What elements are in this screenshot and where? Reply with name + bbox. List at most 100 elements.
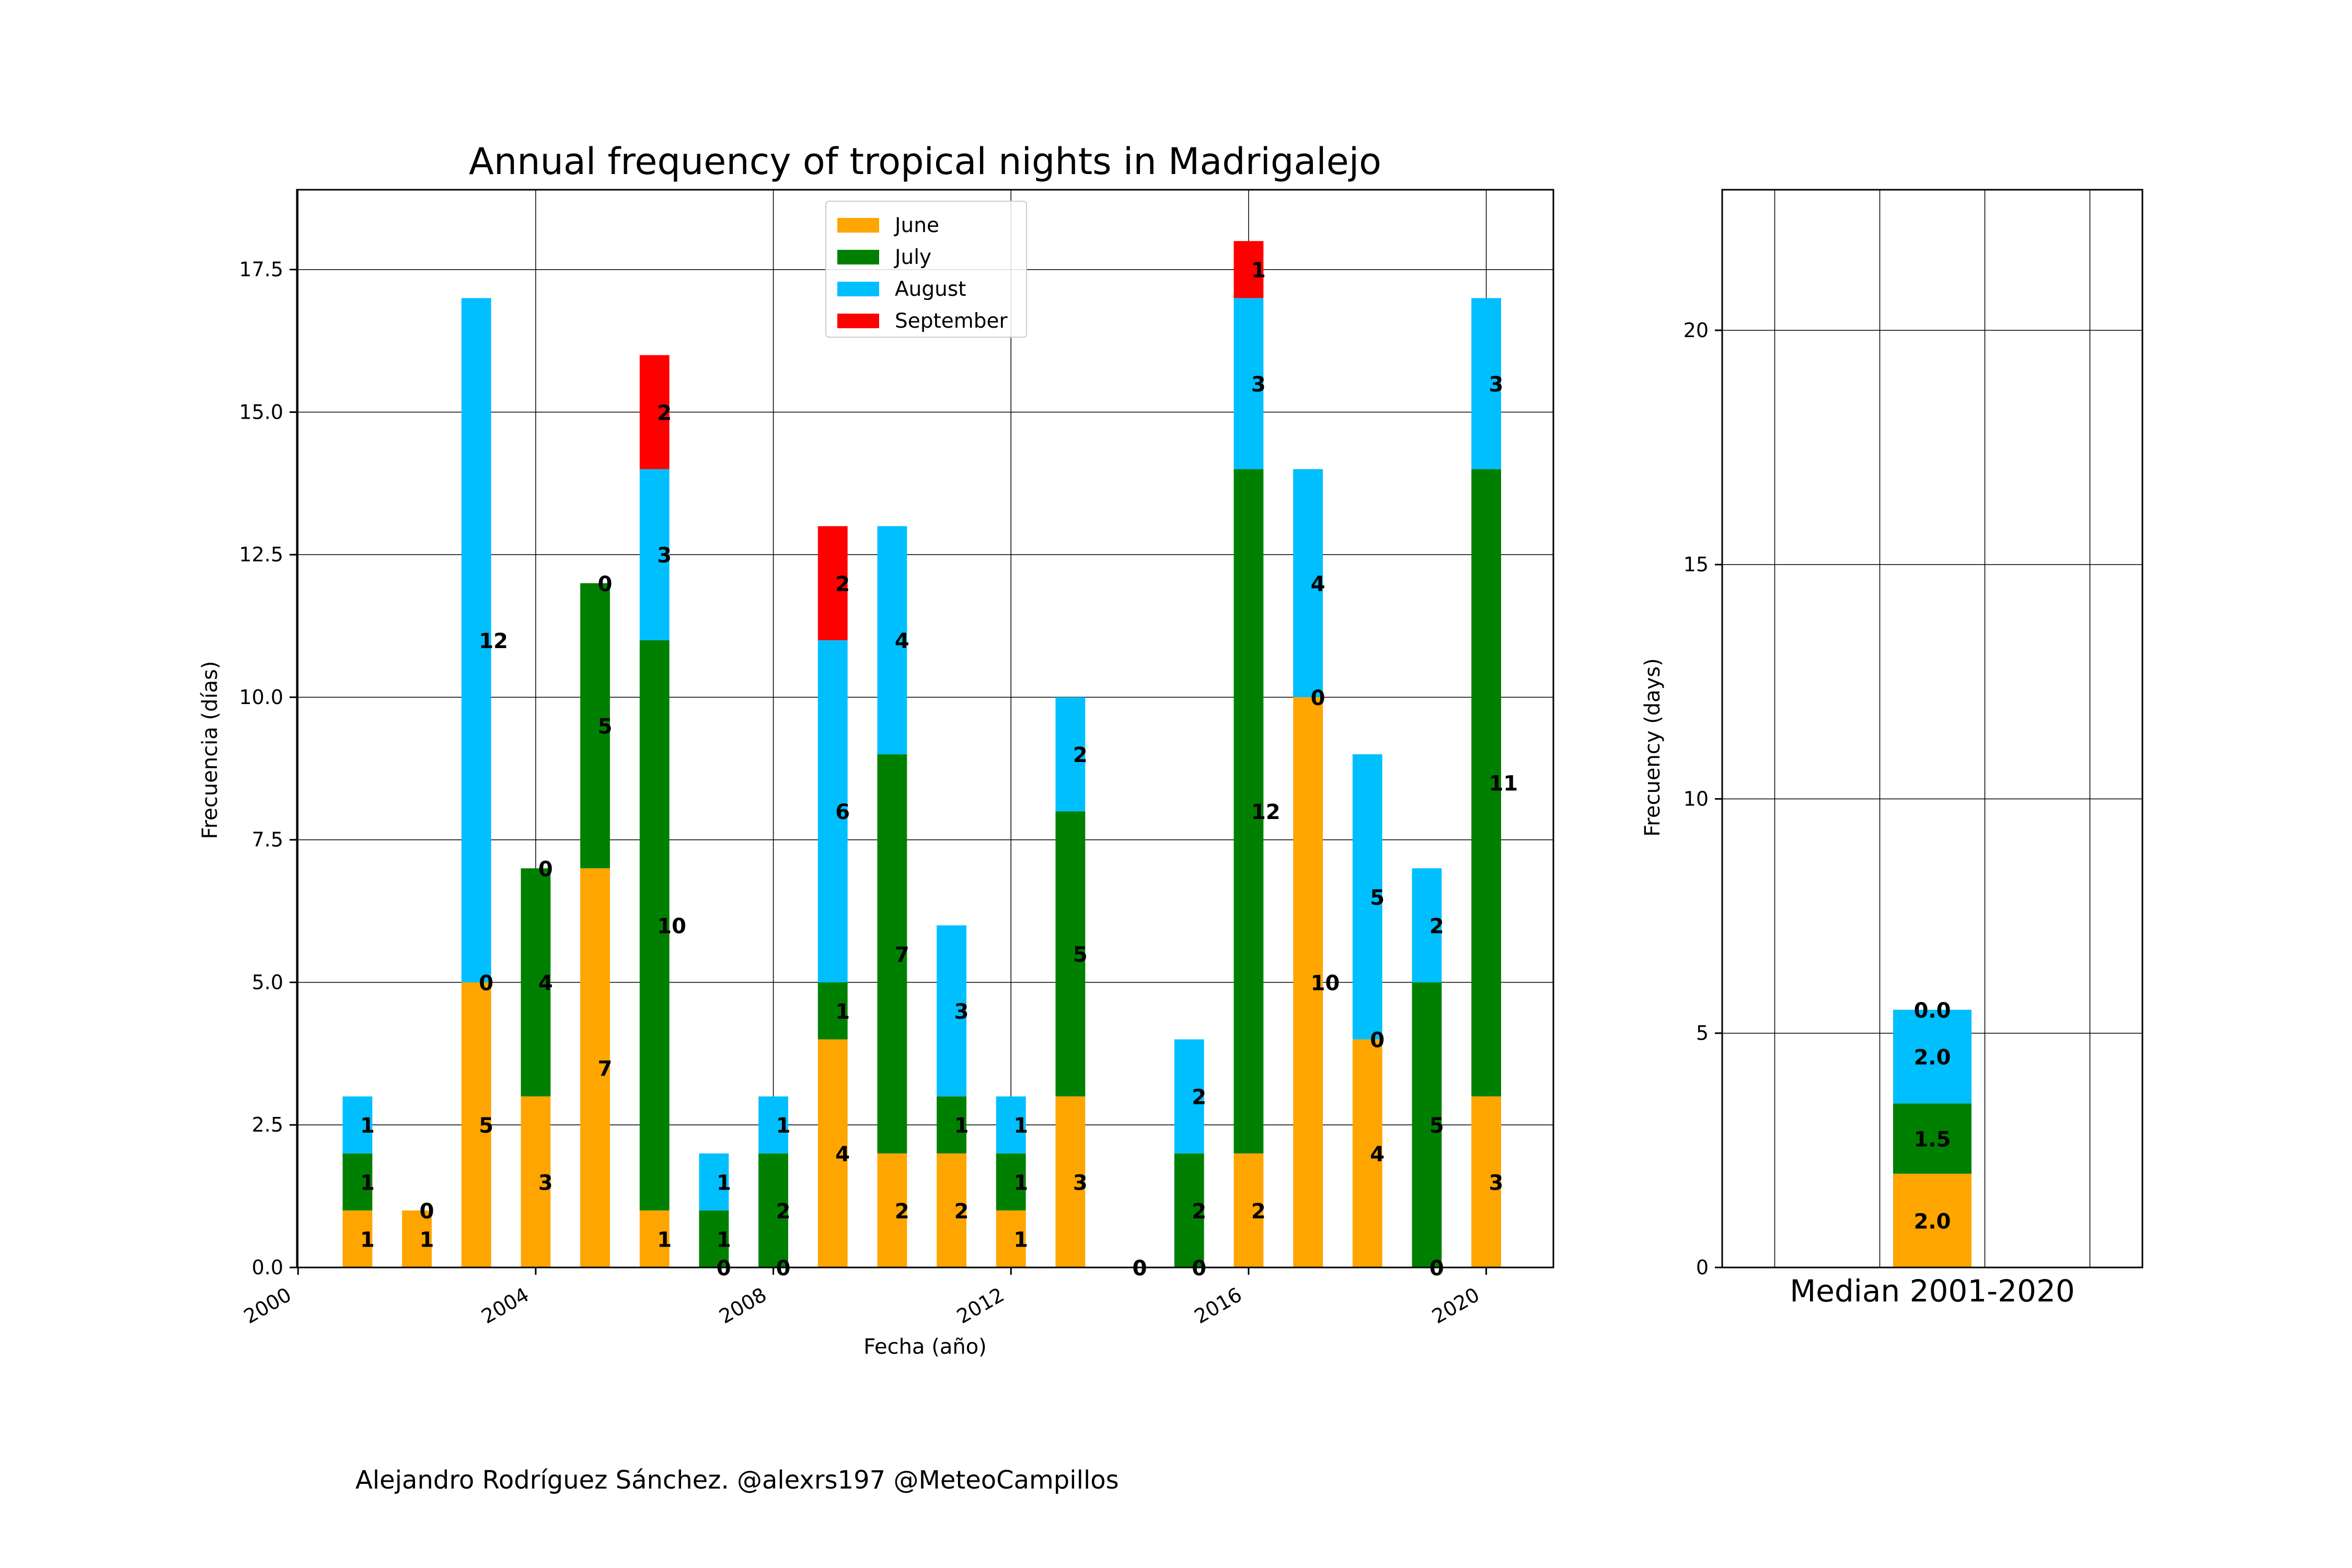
bar-segment xyxy=(877,526,907,755)
bar-segment xyxy=(639,469,670,640)
bar-value-label: 3 xyxy=(954,1000,969,1024)
bar-value-label: 3 xyxy=(1073,1171,1088,1195)
bar-segment xyxy=(996,1096,1026,1154)
median-value-label: 0.0 xyxy=(1914,999,1951,1023)
x-tick-label: 2004 xyxy=(478,1283,533,1328)
bar-value-label: 10 xyxy=(657,914,686,938)
main-plot-frame xyxy=(296,189,1554,1269)
bar-value-label: 3 xyxy=(657,544,672,568)
bar-value-label: 0 xyxy=(1429,1256,1444,1281)
bar-value-label: 4 xyxy=(835,1143,850,1167)
median-y-tick-label: 10 xyxy=(1684,787,1709,810)
median-bar-segment xyxy=(1893,1103,1971,1174)
bar-value-label: 3 xyxy=(1251,373,1266,397)
bar-value-label: 5 xyxy=(1370,886,1385,910)
bar-value-label: 11 xyxy=(1489,772,1518,796)
bar-segment xyxy=(1055,1096,1086,1267)
y-tick-label: 0.0 xyxy=(252,1256,283,1279)
bar-value-label: 3 xyxy=(1489,373,1504,397)
bar-segment xyxy=(342,1210,373,1267)
bar-segment xyxy=(1233,241,1264,298)
bar-segment xyxy=(1174,1153,1204,1267)
bar-value-label: 1 xyxy=(360,1114,375,1138)
bar-segment xyxy=(877,754,907,1154)
bar-value-label: 2 xyxy=(1251,1200,1266,1224)
bar-segment xyxy=(937,925,966,1097)
bar-value-label: 12 xyxy=(479,629,508,653)
bar-value-label: 7 xyxy=(895,943,909,967)
bar-value-label: 5 xyxy=(1073,943,1088,967)
bar-value-label: 2 xyxy=(1192,1200,1206,1224)
bar-segment xyxy=(996,1153,1026,1210)
x-tick-label: 2020 xyxy=(1428,1283,1483,1328)
bar-value-label: 2 xyxy=(1429,914,1444,938)
main-bars xyxy=(342,241,1501,1267)
bar-segment xyxy=(580,583,610,869)
bar-segment xyxy=(937,1153,966,1267)
bar-value-label: 10 xyxy=(1311,971,1340,995)
bar-value-label: 0 xyxy=(1133,1256,1147,1281)
bar-value-label: 0 xyxy=(420,1200,434,1224)
bar-value-label: 2 xyxy=(657,401,672,425)
bar-value-label: 0 xyxy=(1311,686,1325,710)
main-segment-labels: 1111005012340750110320110214162274213111… xyxy=(360,259,1518,1281)
bar-value-label: 0 xyxy=(776,1256,791,1281)
bar-value-label: 0 xyxy=(598,572,613,596)
median-segment-labels: 2.0 1.5 2.0 0.0 xyxy=(1914,999,1951,1233)
y-tick-label: 7.5 xyxy=(252,828,283,851)
legend-label: June xyxy=(893,214,939,237)
bar-value-label: 5 xyxy=(1429,1114,1444,1138)
legend-label: August xyxy=(895,278,966,301)
bar-value-label: 1 xyxy=(954,1114,969,1138)
median-gridlines xyxy=(1722,190,2142,1268)
y-tick-label: 5.0 xyxy=(252,971,283,994)
bar-value-label: 0 xyxy=(717,1256,731,1281)
bar-segment xyxy=(639,1210,670,1267)
median-value-label: 1.5 xyxy=(1914,1127,1951,1151)
bar-segment xyxy=(1233,298,1264,469)
bar-value-label: 4 xyxy=(1370,1143,1385,1167)
bar-value-label: 2 xyxy=(776,1200,791,1224)
legend-label: July xyxy=(893,246,931,269)
legend-box xyxy=(825,201,1027,338)
bar-value-label: 1 xyxy=(776,1114,791,1138)
bar-value-label: 4 xyxy=(1311,572,1325,596)
bar-value-label: 12 xyxy=(1251,800,1281,824)
bar-value-label: 0 xyxy=(479,971,493,995)
median-value-label: 2.0 xyxy=(1914,1046,1951,1070)
median-value-label: 2.0 xyxy=(1914,1209,1951,1233)
bar-value-label: 2 xyxy=(895,1200,909,1224)
bar-value-label: 2 xyxy=(1192,1086,1206,1110)
bar-segment xyxy=(639,355,670,469)
bar-segment xyxy=(402,1210,432,1267)
bar-segment xyxy=(699,1153,729,1210)
bar-value-label: 4 xyxy=(895,629,909,653)
bar-value-label: 2 xyxy=(1073,743,1088,767)
bar-segment xyxy=(580,868,610,1267)
bar-segment xyxy=(342,1153,373,1210)
median-y-axis-label: Frecuency (days) xyxy=(1641,658,1665,837)
bar-segment xyxy=(996,1210,1026,1267)
bar-segment xyxy=(758,1153,789,1267)
bar-segment xyxy=(1055,811,1086,1097)
chart-title: Annual frequency of tropical nights in M… xyxy=(469,140,1381,183)
bar-value-label: 3 xyxy=(1489,1171,1504,1195)
bar-segment xyxy=(1174,1039,1204,1154)
legend-swatch xyxy=(837,218,879,233)
bar-value-label: 4 xyxy=(538,971,553,995)
bar-value-label: 1 xyxy=(717,1171,731,1195)
legend-swatch xyxy=(837,250,879,264)
x-tick-label: 2012 xyxy=(953,1283,1008,1328)
median-plot-frame xyxy=(1721,189,2143,1269)
bar-value-label: 1 xyxy=(1013,1171,1028,1195)
bar-value-label: 2 xyxy=(954,1200,969,1224)
bar-segment xyxy=(1412,982,1442,1267)
bar-segment xyxy=(1293,697,1323,1267)
x-tick-label: 2000 xyxy=(240,1283,295,1328)
median-bar-segment xyxy=(1893,1009,1971,1104)
bar-segment xyxy=(817,982,848,1040)
bar-segment xyxy=(1233,469,1264,1154)
bar-segment xyxy=(461,298,491,983)
bar-value-label: 0 xyxy=(538,857,553,881)
